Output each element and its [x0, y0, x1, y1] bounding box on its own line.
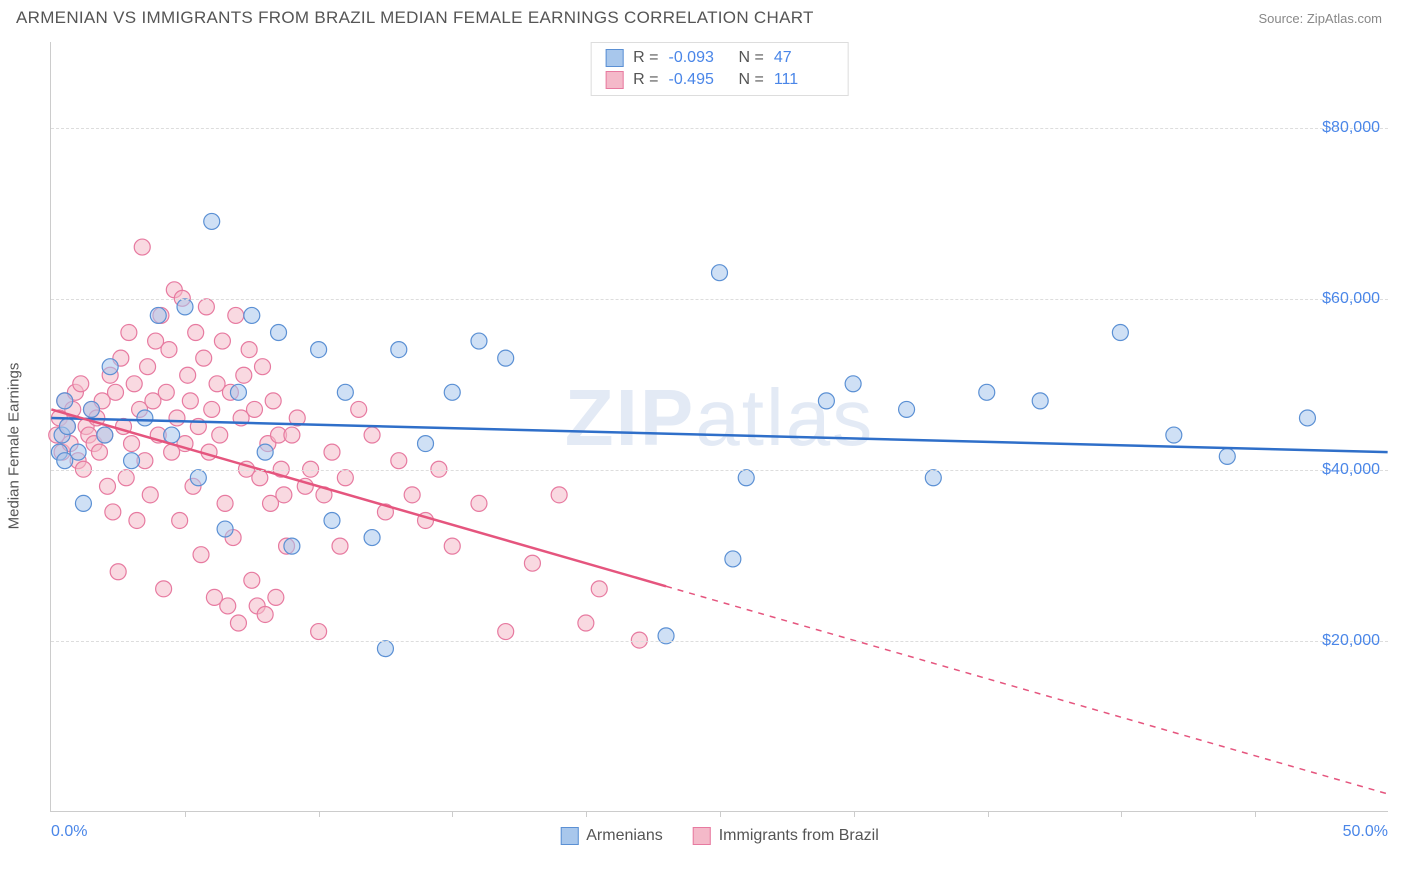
legend-label-2: Immigrants from Brazil: [719, 827, 879, 845]
r-value-1: -0.093: [669, 49, 729, 67]
legend-swatch-2: [693, 827, 711, 845]
n-label: N =: [739, 49, 764, 67]
chart-title: ARMENIAN VS IMMIGRANTS FROM BRAZIL MEDIA…: [16, 8, 814, 28]
bottom-legend: Armenians Immigrants from Brazil: [560, 827, 879, 845]
n-label: N =: [739, 71, 764, 89]
legend-item-2: Immigrants from Brazil: [693, 827, 879, 845]
n-value-2: 111: [774, 71, 834, 89]
y-tick-label: $40,000: [1322, 461, 1380, 479]
r-value-2: -0.495: [669, 71, 729, 89]
y-tick-label: $20,000: [1322, 632, 1380, 650]
n-value-1: 47: [774, 49, 834, 67]
r-label: R =: [633, 49, 658, 67]
legend-swatch-1: [560, 827, 578, 845]
legend-item-1: Armenians: [560, 827, 662, 845]
y-tick-label: $60,000: [1322, 290, 1380, 308]
swatch-series-2: [605, 71, 623, 89]
x-tick-label: 50.0%: [1343, 823, 1388, 841]
r-label: R =: [633, 71, 658, 89]
chart-svg: [51, 42, 1388, 811]
stats-legend: R = -0.093 N = 47 R = -0.495 N = 111: [590, 42, 849, 96]
swatch-series-1: [605, 49, 623, 67]
y-axis-title: Median Female Earnings: [6, 363, 23, 530]
stats-row-series-2: R = -0.495 N = 111: [605, 69, 834, 91]
source-attribution: Source: ZipAtlas.com: [1258, 11, 1382, 26]
y-tick-label: $80,000: [1322, 119, 1380, 137]
scatter-plot-area: ZIPatlas R = -0.093 N = 47 R = -0.495 N …: [50, 42, 1388, 812]
legend-label-1: Armenians: [586, 827, 662, 845]
x-tick-label: 0.0%: [51, 823, 87, 841]
stats-row-series-1: R = -0.093 N = 47: [605, 47, 834, 69]
